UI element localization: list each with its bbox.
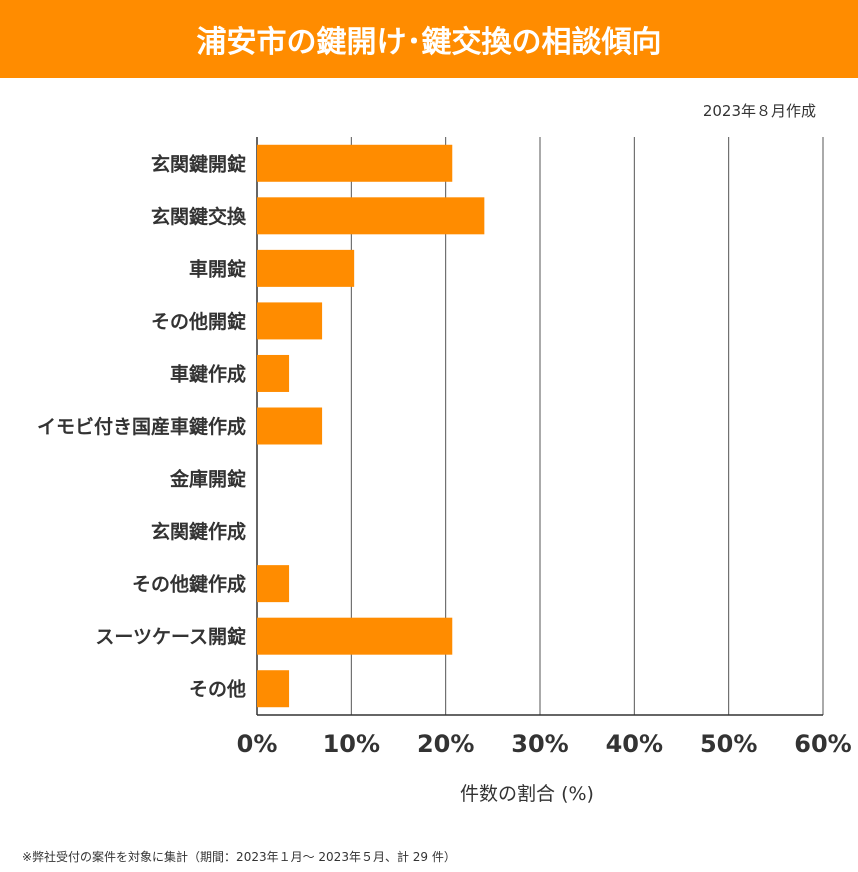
y-category-label: 車開錠 — [189, 257, 246, 280]
date-note: 2023年８月作成 — [702, 102, 816, 120]
bar — [257, 670, 290, 708]
bar — [257, 144, 453, 182]
y-category-label: 金庫開錠 — [169, 468, 246, 491]
footnote: ※弊社受付の案件を対象に集計（期間：2023年１月～ 2023年５月、計 29 … — [22, 850, 456, 864]
bar — [257, 407, 323, 445]
y-category-label: 車鍵作成 — [170, 362, 246, 385]
y-category-label: イモビ付き国産車鍵作成 — [37, 415, 246, 438]
bar — [257, 197, 485, 235]
y-category-label: スーツケース開錠 — [95, 625, 246, 648]
y-category-label: その他鍵作成 — [132, 573, 246, 596]
x-tick-label: 20% — [417, 730, 474, 758]
bar — [257, 354, 290, 392]
x-tick-label: 50% — [700, 730, 757, 758]
x-tick-label: 0% — [237, 730, 278, 758]
chart-title: 浦安市の鍵開け･鍵交換の相談傾向 — [0, 0, 858, 78]
bar — [257, 617, 453, 655]
x-tick-label: 60% — [794, 730, 851, 758]
y-category-label: 玄関鍵交換 — [151, 205, 247, 228]
x-tick-label: 10% — [323, 730, 380, 758]
y-category-label: その他 — [189, 678, 246, 701]
x-axis-label: 件数の割合 (%) — [460, 783, 594, 805]
bar — [257, 249, 355, 287]
y-category-label: 玄関鍵開錠 — [151, 152, 246, 175]
x-tick-label: 30% — [511, 730, 568, 758]
y-category-label: 玄関鍵作成 — [151, 520, 246, 543]
x-tick-label: 40% — [606, 730, 663, 758]
y-category-label: その他開錠 — [151, 310, 246, 333]
bar — [257, 565, 290, 603]
bar — [257, 302, 323, 340]
